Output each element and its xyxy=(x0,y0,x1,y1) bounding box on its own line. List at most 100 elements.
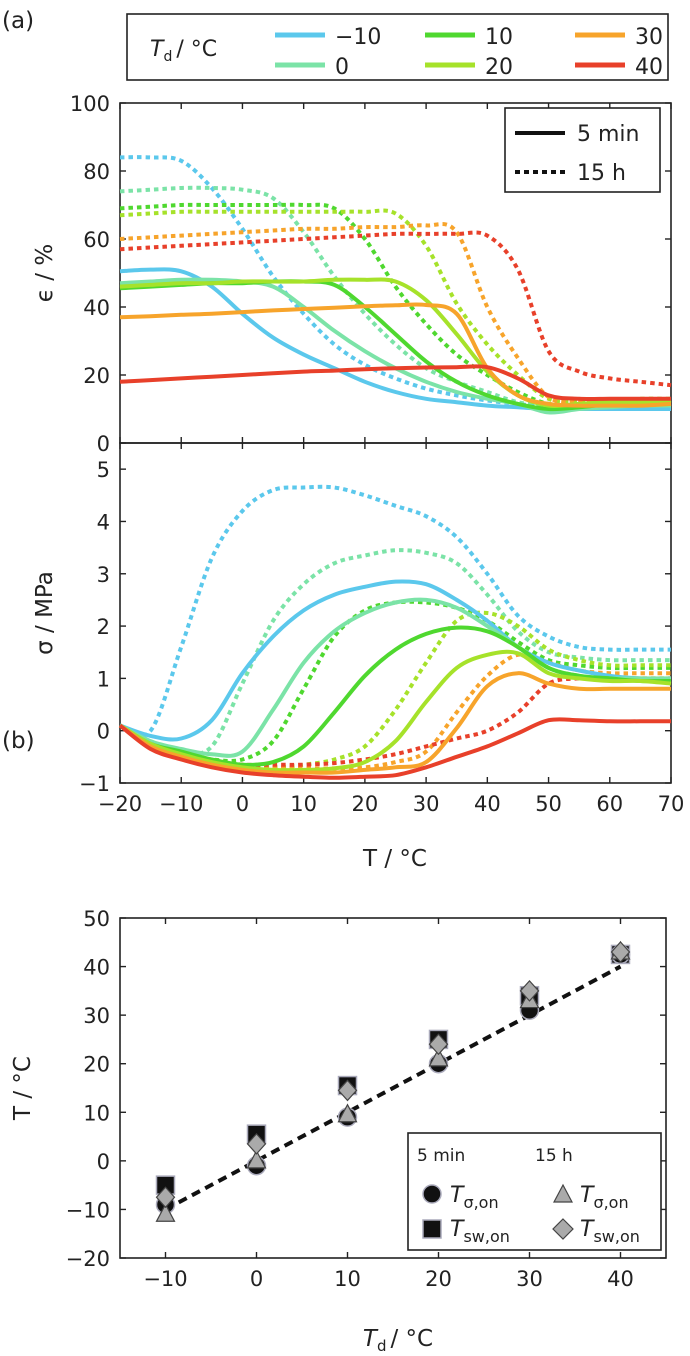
stress-series-0 xyxy=(119,579,672,742)
stress-ytick-label-4: 3 xyxy=(97,563,110,587)
stress-xtick-label-5: 30 xyxy=(413,792,440,816)
stress-xtick-label-7: 50 xyxy=(535,792,562,816)
stress-series-2 xyxy=(118,625,672,767)
stress-xtick-label-3: 10 xyxy=(290,792,317,816)
legend-triangle-marker xyxy=(553,1183,573,1203)
onset-ytick-label-5: 30 xyxy=(83,1004,110,1028)
onset-ytick-label-6: 40 xyxy=(83,956,110,980)
onset-ytick-label-0: −20 xyxy=(66,1247,110,1271)
stress-series-10 xyxy=(118,652,671,771)
stress-ytick-label-3: 2 xyxy=(97,615,110,639)
stress-xtick-label-9: 70 xyxy=(658,792,685,816)
strain-ytick-label-0: 0 xyxy=(97,432,110,456)
strain-series-8 xyxy=(119,202,672,407)
legend-label-0: −10 xyxy=(335,25,381,50)
legend-sw-5min: Tsw,on xyxy=(450,1217,510,1246)
onset-point-3-2 xyxy=(337,1079,358,1102)
stress-ytick-label-1: 0 xyxy=(97,720,110,744)
onset-point-3-0 xyxy=(155,1186,176,1209)
axis-label-temperature-a: T / °C xyxy=(362,846,427,872)
stress-xtick-label-8: 60 xyxy=(596,792,623,816)
legend-onset-frame xyxy=(407,1132,662,1251)
onset-point-2-1 xyxy=(246,1149,267,1169)
panel-label-b: (b) xyxy=(2,728,35,754)
legend-dotted-label: 15 h xyxy=(577,161,626,186)
onset-xtick-label-1: 0 xyxy=(250,1267,263,1291)
strain-ytick-label-3: 60 xyxy=(83,228,110,252)
strain-series-7 xyxy=(119,185,672,408)
legend-temperature-title: Td / °C xyxy=(150,37,217,65)
axis-label-stress: σ / MPa xyxy=(32,571,58,655)
legend-temperature-frame xyxy=(126,13,669,81)
onset-ytick-label-3: 10 xyxy=(83,1101,110,1125)
axis-label-onset-x: Td / °C xyxy=(363,1326,433,1355)
onset-xtick-label-3: 20 xyxy=(425,1267,452,1291)
onset-point-3-5 xyxy=(610,941,631,963)
legend-square-marker xyxy=(422,1219,442,1239)
stress-xtick-label-6: 40 xyxy=(474,792,501,816)
legend-onset-head-15h: 15 h xyxy=(535,1146,573,1166)
strain-series-11 xyxy=(119,230,672,388)
legend-label-5: 40 xyxy=(635,55,663,80)
legend-temperature-entries: −10 0 10 20 30 40 xyxy=(275,25,663,80)
onset-point-3-4 xyxy=(519,979,540,1002)
stress-ytick-label-2: 1 xyxy=(97,667,110,691)
stress-xtick-label-0: −20 xyxy=(98,792,142,816)
legend-duration: 5 min 15 h xyxy=(504,107,661,193)
legend-sw-15h: Tsw,on xyxy=(580,1217,640,1246)
strain-ytick-label-2: 40 xyxy=(83,296,110,320)
strain-ytick-label-1: 20 xyxy=(83,364,110,388)
stress-series-4 xyxy=(118,671,671,775)
legend-label-4: 30 xyxy=(635,25,663,50)
plot-strain: 0 20 40 60 80 100 xyxy=(70,92,672,456)
strain-ytick-label-5: 100 xyxy=(70,92,110,116)
legend-sigma-15h: Tσ,on xyxy=(580,1183,629,1212)
stress-series-6 xyxy=(119,484,671,738)
onset-ytick-label-7: 50 xyxy=(83,907,110,931)
strain-series-5 xyxy=(119,364,671,402)
legend-label-3: 20 xyxy=(485,55,513,80)
strain-ytick-label-4: 80 xyxy=(83,160,110,184)
plot-onset: −20 −10 0 10 20 30 40 50 −10 0 10 20 30 40 xyxy=(66,907,666,1291)
stress-ytick-label-5: 4 xyxy=(97,510,110,534)
strain-series-6 xyxy=(119,155,672,410)
axes-onset-frame xyxy=(119,917,667,1259)
onset-xtick-label-0: −10 xyxy=(143,1267,187,1291)
onset-ytick-label-4: 20 xyxy=(83,1053,110,1077)
legend-temperature: Td / °C −10 0 10 20 30 40 xyxy=(126,13,669,81)
onset-point-3-1 xyxy=(246,1132,267,1155)
panel-label-a: (a) xyxy=(2,8,34,34)
stress-xtick-label-4: 20 xyxy=(352,792,379,816)
legend-diamond-marker xyxy=(552,1218,574,1240)
legend-label-2: 10 xyxy=(485,25,513,50)
legend-onset-head-5min: 5 min xyxy=(417,1146,465,1166)
strain-series-9 xyxy=(119,208,672,405)
onset-fit-line xyxy=(164,964,622,1212)
onset-point-2-3 xyxy=(428,1047,449,1067)
legend-sigma-5min: Tσ,on xyxy=(450,1183,499,1212)
axes-stress-frame xyxy=(119,442,672,784)
onset-point-2-0 xyxy=(155,1203,176,1222)
legend-label-1: 0 xyxy=(335,55,349,80)
stress-series-3 xyxy=(118,649,672,773)
stress-ytick-label-6: 5 xyxy=(97,458,110,482)
onset-point-2-2 xyxy=(337,1103,358,1123)
stress-ytick-label-0: −1 xyxy=(79,772,110,796)
stress-xtick-label-1: −10 xyxy=(159,792,203,816)
onset-point-3-3 xyxy=(428,1033,449,1056)
onset-ytick-label-1: −10 xyxy=(66,1198,110,1222)
stress-series-5 xyxy=(118,717,671,780)
onset-xtick-label-5: 40 xyxy=(607,1267,634,1291)
strain-series-3 xyxy=(119,277,671,409)
legend-onset: 5 min 15 h Tσ,on Tσ,on Tsw,on Tsw,on xyxy=(407,1132,662,1251)
legend-duration-frame xyxy=(504,107,661,193)
onset-ytick-label-2: 0 xyxy=(97,1150,110,1174)
legend-solid-label: 5 min xyxy=(577,122,639,147)
axis-label-strain: ϵ / % xyxy=(32,244,58,302)
onset-xtick-label-2: 10 xyxy=(334,1267,361,1291)
stress-xtick-label-2: 0 xyxy=(236,792,249,816)
axis-label-onset-y: T / °C xyxy=(10,1056,36,1121)
strain-series-0 xyxy=(119,267,671,412)
